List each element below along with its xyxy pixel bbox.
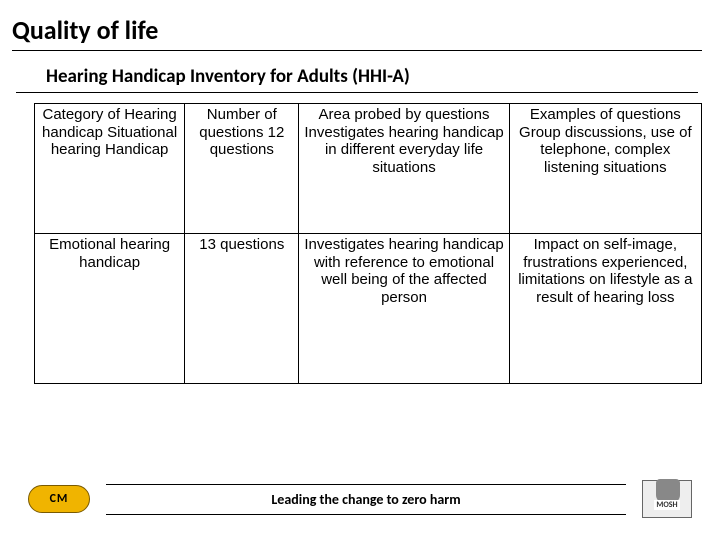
cell-category: Category of Hearing handicap Situational… [35,104,185,234]
slide: Quality of life Hearing Handicap Invento… [0,0,720,540]
cm-logo-icon: CM [28,485,90,513]
table-row: Category of Hearing handicap Situational… [35,104,702,234]
cell-number: 13 questions [185,234,299,384]
cell-examples: Impact on self-image, frustrations exper… [509,234,701,384]
subtitle-rule: Hearing Handicap Inventory for Adults (H… [16,65,698,93]
hhi-table: Category of Hearing handicap Situational… [34,103,702,384]
title-rule: Quality of life [12,14,702,51]
cell-examples: Examples of questions Group discussions,… [509,104,701,234]
mosh-logo-label: MOSH [654,500,679,510]
cell-area: Investigates hearing handicap with refer… [299,234,509,384]
footer: CM Leading the change to zero harm MOSH [0,480,720,518]
cell-area: Area probed by questions Investigates he… [299,104,509,234]
page-title: Quality of life [12,14,702,46]
mosh-logo-icon: MOSH [642,480,692,518]
cell-category: Emotional hearing handicap [35,234,185,384]
cell-number: Number of questions 12 questions [185,104,299,234]
table-row: Emotional hearing handicap 13 questions … [35,234,702,384]
footer-rule: Leading the change to zero harm [106,484,626,515]
footer-tagline: Leading the change to zero harm [271,491,460,508]
section-subtitle: Hearing Handicap Inventory for Adults (H… [46,65,698,88]
